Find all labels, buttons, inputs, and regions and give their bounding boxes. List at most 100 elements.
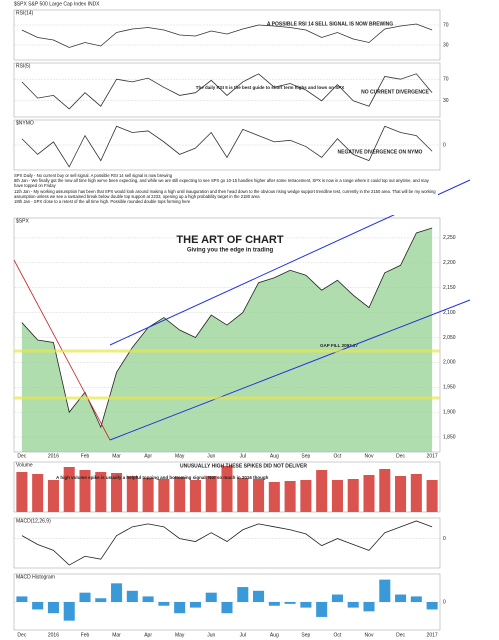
bar [347,602,359,608]
x-tick-label: Dec [396,453,405,459]
y-tick-label: 2,250 [443,235,456,241]
y-tick-label: 2,050 [443,335,456,341]
panel-title: MACD Histogram [16,574,55,580]
x-tick-label: Aug [270,632,279,638]
annotation: NO CURRENT DIVERGENCE [361,89,429,95]
x-tick-label: Apr [144,632,152,638]
bar [32,602,44,610]
bar [63,602,75,621]
x-tick-label: 2016 [48,632,59,638]
bar [284,481,296,512]
x-tick-label: Dec [396,632,405,638]
bar [268,602,280,606]
bar [174,477,186,512]
bar [221,466,233,512]
x-tick-label: Mar [112,632,121,638]
bar [205,592,217,602]
header: $SPX S&P 500 Large Cap Index INDX [14,1,100,7]
line [21,227,433,429]
bar [347,479,359,512]
bar [253,590,265,602]
y-tick-label: 1,950 [443,385,456,391]
panel-title: Volume [16,462,33,468]
x-tick-label: Sep [301,632,310,638]
x-tick-label: Apr [144,453,152,459]
bar [126,590,138,602]
bar [158,602,170,606]
x-tick-label: Sep [301,453,310,459]
bar [379,469,391,512]
annotation: A high volume spike is usually a helpful… [56,475,269,480]
bar [47,480,59,512]
x-tick-label: Aug [270,453,279,459]
x-tick-label: Dec [17,453,26,459]
bar [426,480,438,512]
x-tick-label: Jun [207,453,215,459]
bar [79,470,91,512]
bar [189,602,201,608]
bar [331,594,343,602]
x-tick-label: 2017 [427,453,438,459]
bar [237,478,249,512]
annotation: The daily RSI 5 is the best guide to sho… [196,85,345,90]
comment: 11th Jan - My working assumption has bee… [14,188,436,199]
bar [47,602,59,614]
bar [16,472,28,512]
annotation: A POSSIBLE RSI 14 SELL SIGNAL IS NOW BRE… [267,21,393,27]
bar [189,480,201,512]
bar [395,476,407,512]
bar [158,479,170,512]
x-tick-label: Jun [207,632,215,638]
bar [379,579,391,602]
y-tick-label: 2,000 [443,360,456,366]
bar [316,602,328,617]
y-tick-label: 0 [443,536,446,542]
panel-frame [13,9,441,61]
bar [79,592,91,602]
y-tick-label: 0 [443,599,446,605]
x-tick-label: Oct [334,632,342,638]
bar [142,478,154,512]
x-tick-label: Jul [240,453,246,459]
bar [95,598,107,602]
x-tick-label: May [175,453,185,459]
y-tick-label: 2,150 [443,285,456,291]
trend-channel [13,179,471,441]
x-tick-label: Feb [81,632,90,638]
panel-title: MACD(12,26,9) [16,518,51,524]
x-tick-label: Oct [334,453,342,459]
x-tick-label: Nov [365,632,374,638]
bar [253,479,265,512]
y-tick-label: 1,850 [443,434,456,440]
y-tick-label: 70 [443,77,449,83]
bar [363,602,375,612]
bar [142,596,154,602]
y-tick-label: 2,200 [443,260,456,266]
annotation: Giving you the edge in trading [187,248,274,254]
bar [111,473,123,512]
annotation: GAP FILL 2093.37 [320,343,358,348]
line [21,23,433,48]
bar [221,602,233,614]
comment: 18th Jan - SPX close to a retest of the … [14,199,191,205]
comment: 8th Jan - We finally got the new all tim… [14,178,429,189]
comment: SPX Daily - No current buy or sell signa… [14,173,173,178]
panel-frame [13,62,441,118]
y-tick-label: 30 [443,42,449,48]
x-tick-label: Dec [17,632,26,638]
bar [300,602,312,608]
x-tick-label: Nov [365,453,374,459]
panel-title: $NYMO [16,120,34,126]
bar [395,594,407,602]
y-tick-label: 1,900 [443,409,456,415]
area [21,227,433,452]
bar [316,470,328,512]
x-tick-label: Mar [112,453,121,459]
bar [237,587,249,602]
bar [331,480,343,512]
line [21,73,433,110]
y-tick-label: 70 [443,22,449,28]
panel-title: RSI(14) [16,10,34,16]
y-tick-label: 0 [443,142,446,148]
